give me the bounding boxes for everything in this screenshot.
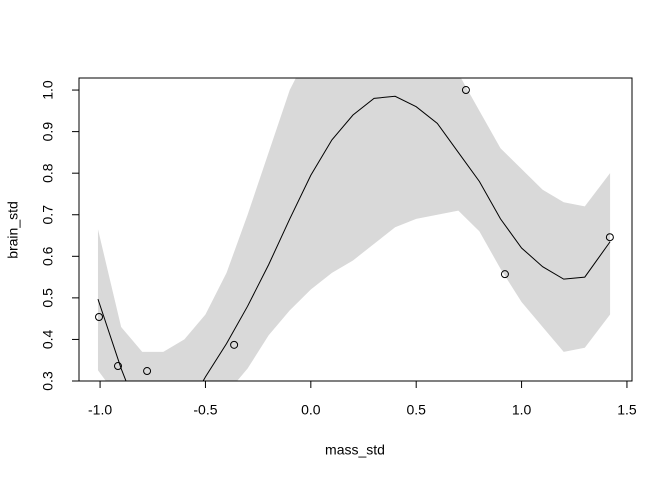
data-point (605, 233, 614, 242)
y-tick-label: 0.4 (40, 329, 56, 349)
data-point (95, 312, 104, 321)
y-tick-label: 1.0 (40, 80, 56, 100)
x-tick-label: -1.0 (88, 402, 112, 418)
data-point (230, 340, 239, 349)
y-tick-label: 0.3 (40, 371, 56, 391)
interval-band (97, 78, 611, 381)
x-tick-label: 1.5 (617, 402, 637, 418)
x-tick-label: 0.5 (406, 402, 426, 418)
x-tick-label: 0.0 (301, 402, 321, 418)
mean-line (97, 95, 611, 381)
data-point (461, 86, 470, 95)
y-tick-label: 0.5 (40, 288, 56, 308)
y-tick-label: 0.9 (40, 122, 56, 142)
y-tick-label: 0.8 (40, 163, 56, 183)
x-tick-label: -0.5 (193, 402, 217, 418)
data-point (500, 270, 509, 279)
plot-area (95, 78, 614, 381)
data-point (113, 362, 122, 371)
data-point (143, 367, 152, 376)
y-axis-title: brain_std (5, 201, 21, 259)
y-tick-label: 0.6 (40, 246, 56, 266)
x-tick-label: 1.0 (512, 402, 532, 418)
y-tick-label: 0.7 (40, 205, 56, 225)
x-axis-title: mass_std (325, 442, 385, 458)
